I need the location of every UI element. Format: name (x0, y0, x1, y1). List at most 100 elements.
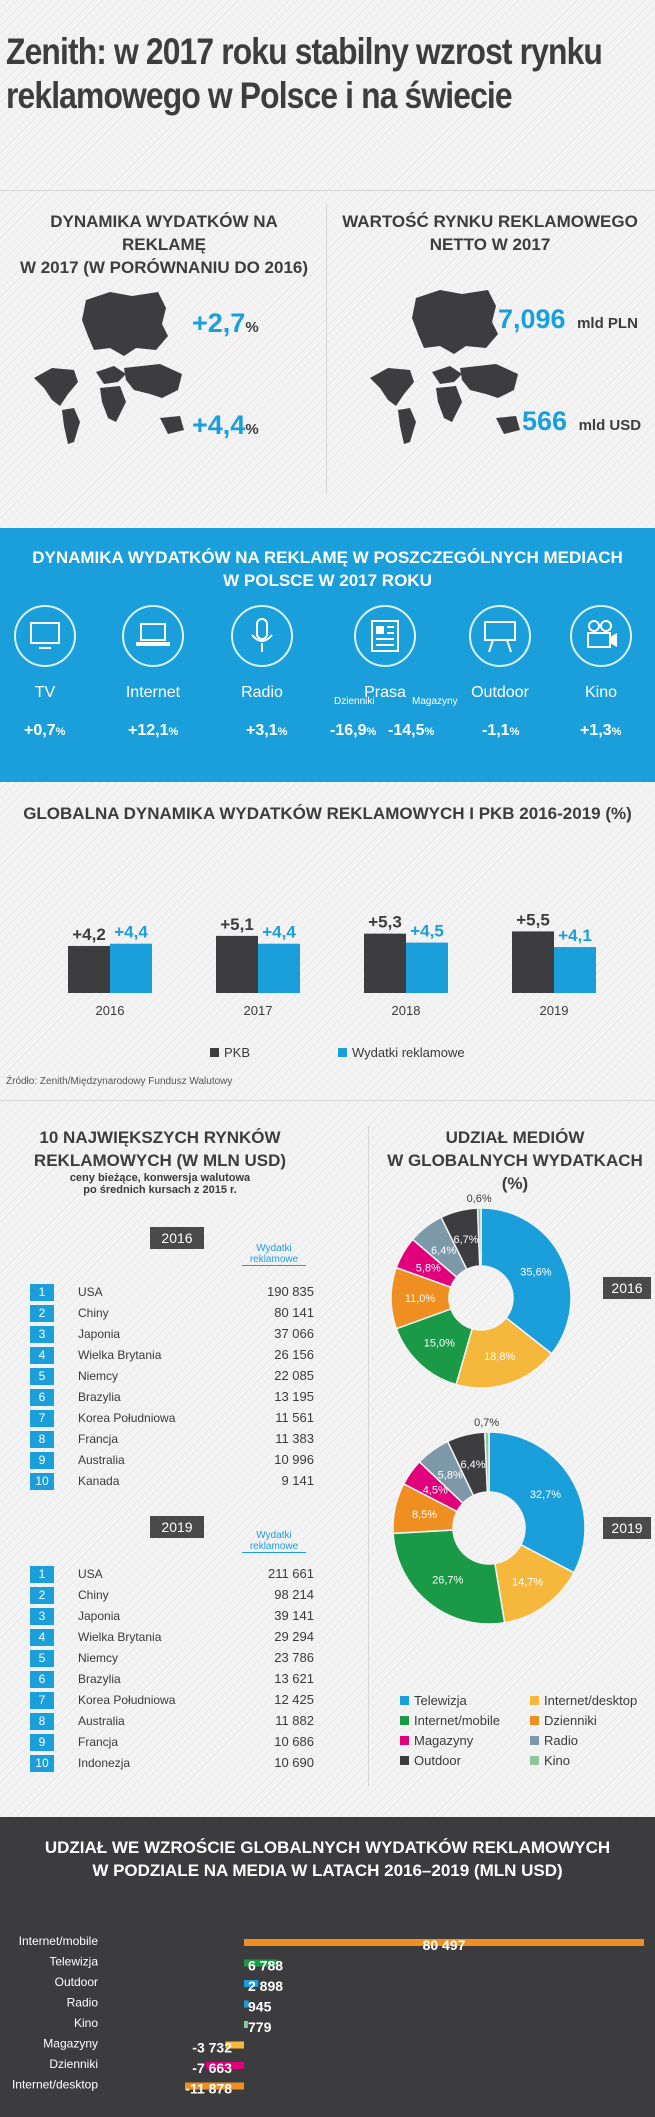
media-item-outdoor: Outdoor (455, 605, 545, 702)
pie-label: 32,7% (530, 1489, 561, 1501)
rank-number: 10 (30, 1473, 54, 1490)
year-tag-2016: 2016 (150, 1227, 204, 1249)
world-dynamics-value: +4,4% (192, 410, 259, 440)
growth-bar-chart: Internet/mobile 80 497 Telewizja 6 788 Outdo… (12, 1934, 644, 2097)
rank-country: Japonia (78, 1609, 121, 1623)
rank-number: 4 (30, 1629, 54, 1646)
newspaper-icon (371, 620, 399, 652)
bar-pkb-2018 (364, 933, 406, 993)
media-share-pie-2016: 35,6% 18,8% 15,0% 11,0% 5,8% 6,4%6,7% 0,6% (390, 1193, 572, 1389)
rank-country: Chiny (78, 1306, 109, 1320)
media-value-internet: +12,1% (128, 722, 179, 739)
legend-pkb: PKB (210, 1045, 250, 1060)
rank-value: 98 214 (274, 1587, 314, 1602)
category-label: Internet/desktop (12, 2078, 98, 2092)
divider (0, 1100, 655, 1101)
legend-label: Kino (544, 1753, 571, 1768)
billboard-icon (484, 621, 516, 653)
value-label: 6 788 (248, 1958, 283, 1974)
divider (0, 190, 655, 191)
rank-value: 39 141 (274, 1608, 314, 1623)
pie-label: 15,0% (424, 1338, 455, 1350)
rank-value: 10 686 (274, 1734, 314, 1749)
world-map-icon (34, 364, 184, 444)
rank-value: 11 561 (275, 1410, 314, 1425)
rank-number: 6 (30, 1389, 54, 1406)
rank-country: Brazylia (78, 1390, 121, 1404)
rank-value: 211 661 (267, 1566, 314, 1581)
media-value-outdoor: -1,1% (482, 722, 520, 739)
rank-value: 10 690 (274, 1755, 314, 1770)
rank-country: Francja (78, 1432, 119, 1446)
pie-label: 4,5% (423, 1485, 448, 1497)
bar-label: +5,1 (220, 915, 254, 934)
rank-number: 9 (30, 1452, 54, 1469)
page-title: Zenith: w 2017 roku stabilny wzrost rynk… (6, 30, 642, 118)
x-tick-label: 2017 (244, 1003, 273, 1018)
growth-bar (244, 1939, 644, 1946)
bar-label: +4,2 (72, 925, 106, 944)
rank-country: Korea Południowa (78, 1693, 176, 1707)
media-poland-heading: DYNAMIKA WYDATKÓW NA REKLAMĘ W POSZCZEGÓ… (32, 548, 623, 590)
microphone-icon (251, 618, 273, 652)
year-tag-2019: 2019 (150, 1516, 204, 1538)
rank-value: 37 066 (274, 1326, 314, 1341)
rank-country: USA (78, 1285, 103, 1299)
legend-swatch (400, 1736, 409, 1745)
value-label: -11 878 (185, 2081, 232, 2097)
pie-label: 8,5% (412, 1509, 437, 1521)
rank-number: 9 (30, 1734, 54, 1751)
rank-country: Niemcy (78, 1651, 119, 1665)
legend-label: Dzienniki (544, 1713, 597, 1728)
pie-label: 6,7% (453, 1234, 478, 1246)
category-label: Kino (74, 2016, 98, 2030)
legend-wydatki: Wydatki reklamowe (338, 1045, 465, 1060)
pie-slice-internet-desktop (455, 1316, 553, 1389)
legend-item: Radio (530, 1733, 578, 1748)
bar-wydatki-reklamowe-2019 (554, 947, 596, 993)
rankings-heading: 10 NAJWIĘKSZYCH RYNKÓW REKLAMOWYCH (W ML… (33, 1128, 287, 1170)
rank-value: 190 835 (267, 1284, 314, 1299)
bar-wydatki-reklamowe-2018 (406, 942, 448, 993)
pie-label: 0,7% (474, 1417, 499, 1429)
rank-country: Japonia (78, 1327, 121, 1341)
legend-item: Outdoor (400, 1753, 461, 1768)
rank-number: 1 (30, 1566, 54, 1583)
pie-slice-kino (483, 1431, 490, 1493)
pie-slice-telewizja (480, 1207, 572, 1355)
bar-pkb-2019 (512, 931, 554, 993)
pie-slice-internet-mobile (392, 1529, 506, 1625)
rank-country: Chiny (78, 1588, 109, 1602)
legend-label: Radio (544, 1733, 578, 1748)
page-title-line1: Zenith: w 2017 roku stabilny wzrost rynk… (6, 31, 603, 72)
rank-country: Kanada (78, 1474, 120, 1488)
value-label: 779 (248, 2019, 272, 2035)
x-tick-label: 2016 (96, 1003, 125, 1018)
poland-dynamics-value: +2,7% (192, 308, 259, 338)
pie-label: 6,4% (431, 1245, 456, 1257)
rank-value: 10 996 (274, 1452, 314, 1467)
dynamics-heading: DYNAMIKA WYDATKÓW NA REKLAMĘ W 2017 (W P… (19, 212, 309, 277)
legend-swatch (400, 1696, 409, 1705)
rank-country: Australia (78, 1714, 125, 1728)
legend-swatch (530, 1736, 539, 1745)
rank-number: 3 (30, 1326, 54, 1343)
growth-heading: UDZIAŁ WE WZROŚCIE GLOBALNYCH WYDATKÓW R… (44, 1838, 611, 1880)
pie-label: 0,6% (467, 1193, 492, 1205)
vertical-divider (326, 204, 327, 494)
category-label: Dzienniki (49, 2057, 98, 2071)
rank-country: Niemcy (78, 1369, 119, 1383)
rank-number: 5 (30, 1650, 54, 1667)
rank-country: USA (78, 1567, 103, 1581)
rank-number: 1 (30, 1284, 54, 1301)
market-pln-value: 7,096 mld PLN (498, 304, 638, 334)
vertical-divider (368, 1126, 369, 1786)
pie-year-tag-2019: 2019 (603, 1517, 651, 1539)
media-value-kino: +1,3% (580, 722, 622, 739)
rank-country: Wielka Brytania (78, 1630, 162, 1644)
value-label: 945 (248, 1999, 272, 2015)
legend-label: Internet/desktop (544, 1693, 638, 1708)
rank-number: 4 (30, 1347, 54, 1364)
growth-bar (244, 1959, 278, 1967)
tv-icon (30, 622, 60, 649)
